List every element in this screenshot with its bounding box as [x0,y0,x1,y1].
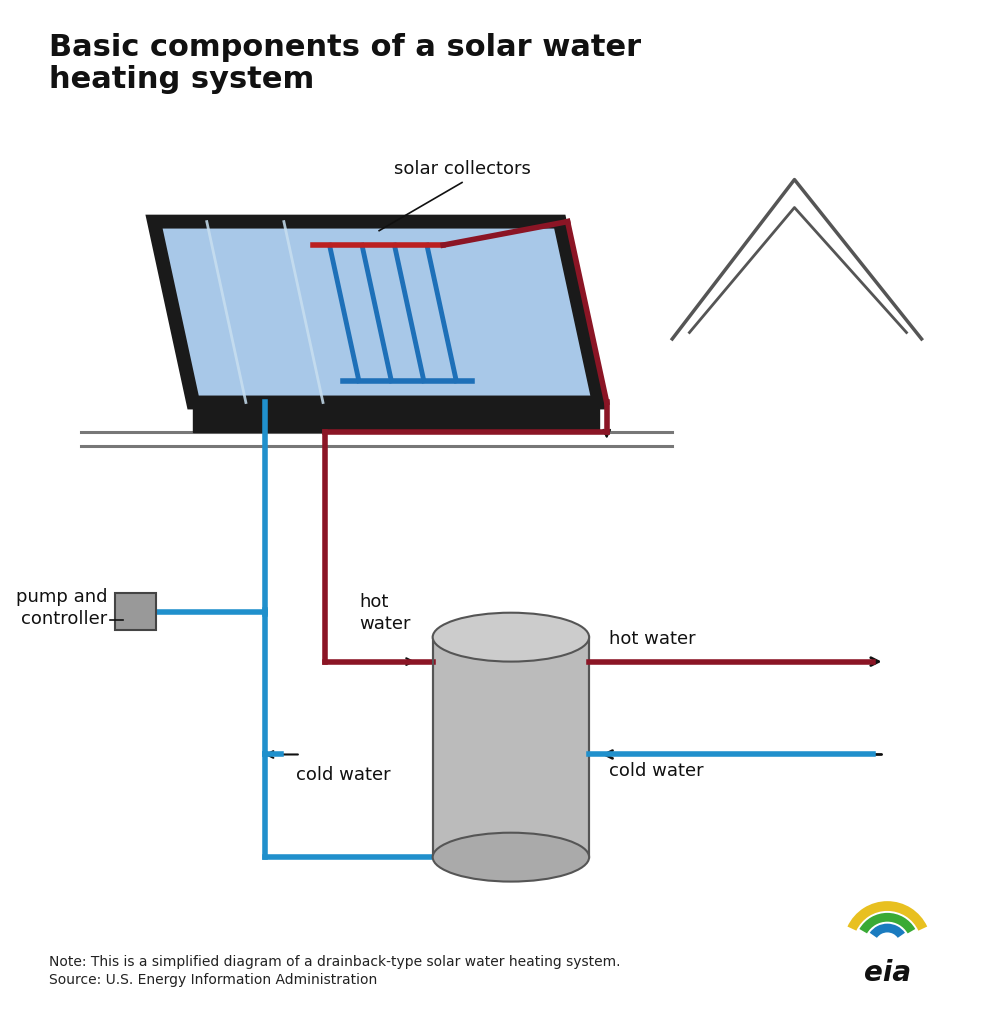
Text: hot water: hot water [609,630,695,648]
Text: solar collectors: solar collectors [394,160,531,177]
Wedge shape [870,924,905,938]
Text: eia: eia [863,958,911,987]
Text: Note: This is a simplified diagram of a drainback-type solar water heating syste: Note: This is a simplified diagram of a … [50,954,621,987]
FancyBboxPatch shape [115,593,156,631]
Bar [433,637,589,857]
Text: pump and
controller: pump and controller [16,588,107,628]
Ellipse shape [433,612,589,662]
Text: Basic components of a solar water
heating system: Basic components of a solar water heatin… [50,33,642,94]
Text: hot
water: hot water [359,593,411,634]
Wedge shape [847,901,928,931]
Ellipse shape [433,833,589,882]
Wedge shape [859,912,916,934]
Text: cold water: cold water [609,762,703,780]
Polygon shape [193,402,599,432]
Text: storage
tank: storage tank [474,732,548,776]
Polygon shape [154,221,599,402]
Text: cold water: cold water [296,766,390,784]
